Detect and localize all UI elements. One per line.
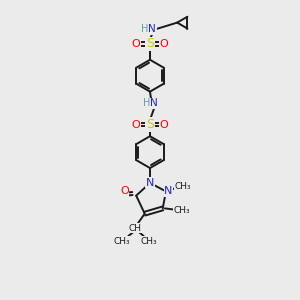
Text: CH₃: CH₃ [175,182,191,190]
Text: O: O [132,39,141,49]
Text: N: N [164,186,173,197]
Text: O: O [159,119,168,130]
Text: S: S [146,118,154,131]
Text: CH₃: CH₃ [113,237,130,246]
Text: O: O [159,39,168,49]
Text: CH₃: CH₃ [140,237,157,246]
Text: CH: CH [128,224,141,232]
Text: CH₃: CH₃ [173,206,190,215]
Text: N: N [146,178,154,188]
Text: O: O [120,186,129,197]
Text: H: H [143,98,151,108]
Text: N: N [148,24,156,34]
Text: H: H [141,24,148,34]
Text: N: N [150,98,158,108]
Text: S: S [146,37,154,50]
Text: O: O [132,119,141,130]
